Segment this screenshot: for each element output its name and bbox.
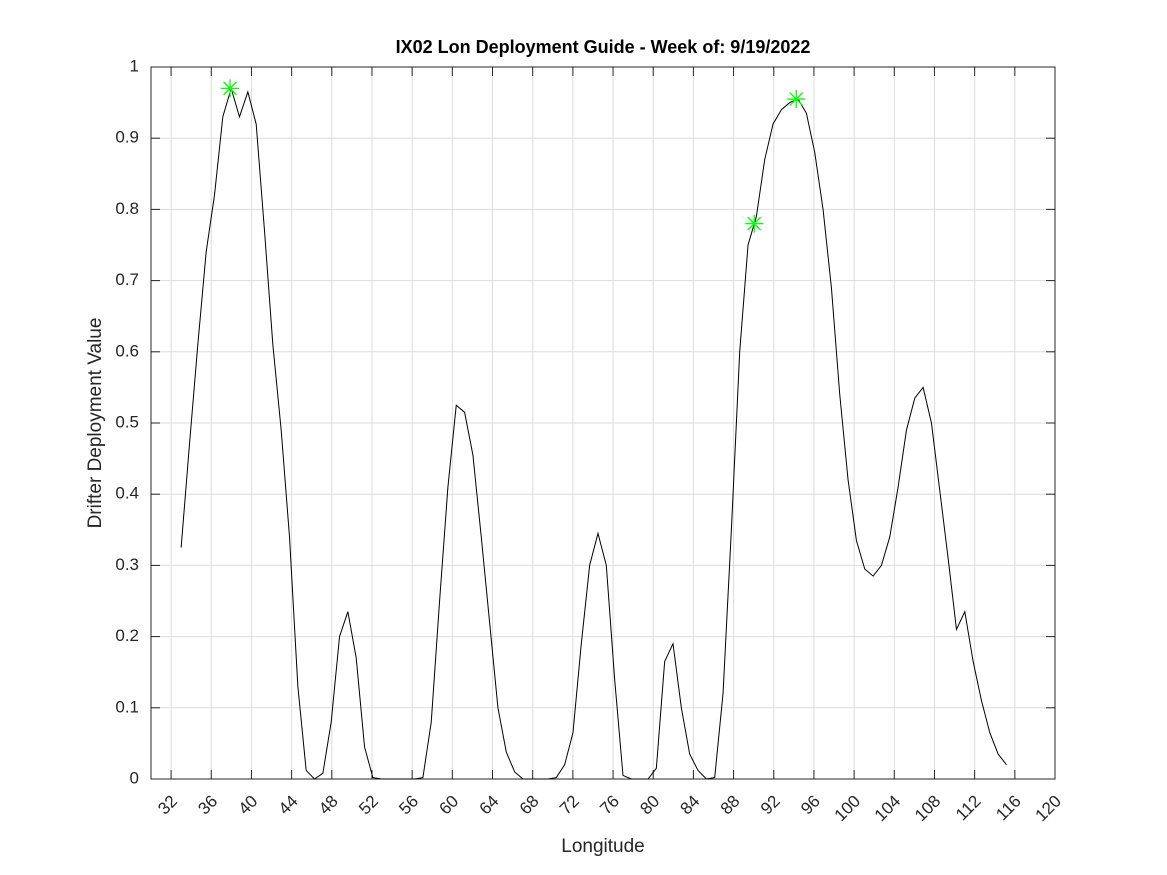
y-tick-label: 0.3	[115, 555, 139, 574]
x-tick-label: 56	[395, 792, 422, 819]
y-tick-label: 0.2	[115, 626, 139, 645]
y-tick-label: 0.7	[115, 270, 139, 289]
y-tick-label: 0.9	[115, 128, 139, 147]
star-marker	[745, 214, 764, 233]
x-tick-label: 120	[1032, 792, 1065, 825]
x-tick-label: 92	[757, 792, 784, 819]
chart-title: IX02 Lon Deployment Guide - Week of: 9/1…	[396, 37, 811, 57]
x-tick-label: 52	[355, 792, 382, 819]
x-tick-label: 64	[476, 792, 503, 819]
x-tick-label: 84	[677, 792, 704, 819]
y-tick-label: 0.6	[115, 341, 139, 360]
x-tick-label: 80	[636, 792, 663, 819]
x-tick-label: 32	[154, 792, 181, 819]
x-tick-label: 100	[831, 792, 864, 825]
x-tick-label: 108	[911, 792, 944, 825]
x-tick-label: 48	[315, 792, 342, 819]
x-tick-label: 112	[952, 792, 985, 825]
x-tick-label: 44	[275, 792, 302, 819]
y-axis-label: Drifter Deployment Value	[85, 318, 106, 529]
x-tick-label: 60	[436, 792, 463, 819]
x-axis-label: Longitude	[561, 836, 644, 857]
y-tick-label: 0.5	[115, 412, 139, 431]
y-tick-label: 0.4	[115, 484, 139, 503]
data-line	[180, 86, 1007, 780]
x-tick-label: 88	[717, 792, 744, 819]
x-tick-label: 104	[871, 792, 904, 825]
x-tick-label: 36	[194, 792, 221, 819]
y-tick-label: 0.1	[115, 697, 139, 716]
x-tick-label: 40	[235, 792, 262, 819]
y-tick-label: 1	[130, 56, 139, 75]
x-tick-label: 68	[516, 792, 543, 819]
x-tick-label: 72	[556, 792, 583, 819]
y-tick-label: 0	[130, 768, 139, 787]
star-marker	[221, 79, 240, 98]
star-marker	[787, 90, 806, 109]
x-tick-label: 116	[992, 792, 1025, 825]
y-tick-label: 0.8	[115, 199, 139, 218]
x-tick-label: 96	[797, 792, 824, 819]
axes-box	[150, 66, 1056, 780]
x-tick-label: 76	[596, 792, 623, 819]
